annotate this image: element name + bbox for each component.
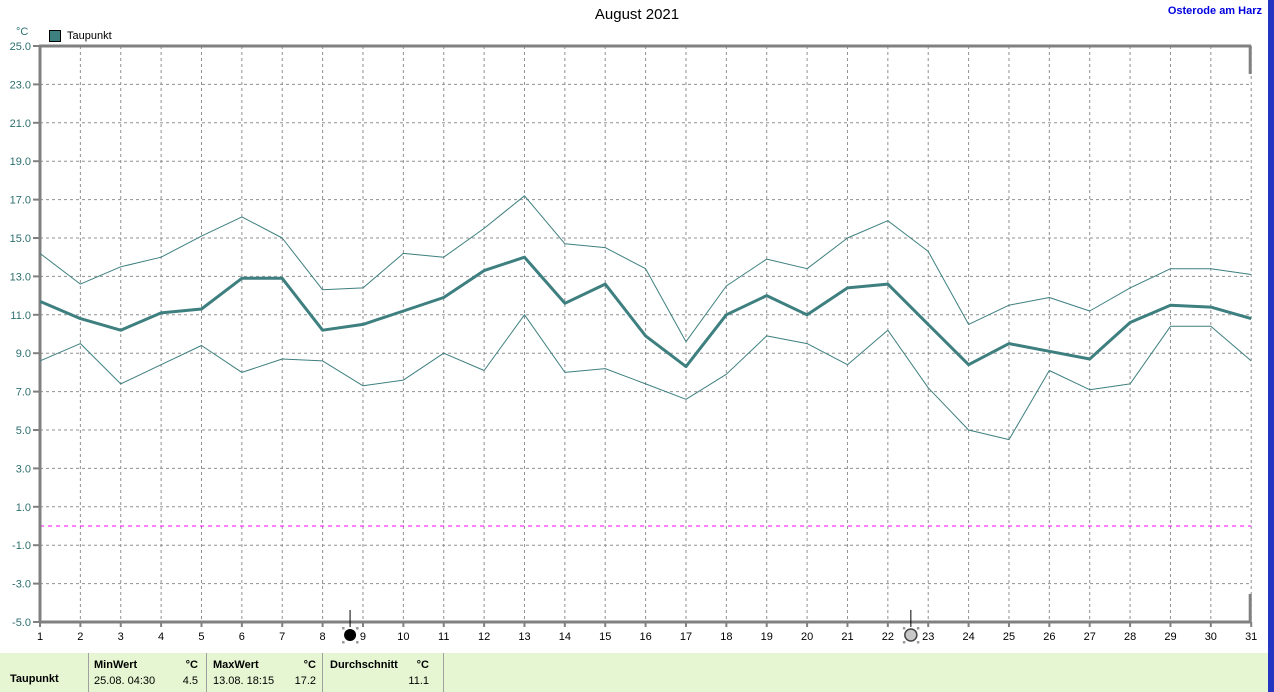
statusbar-minwert-cell: MinWert °C 25.08. 04:30 4.5 xyxy=(94,657,198,689)
x-tick-label: 21 xyxy=(841,631,853,643)
selection-handle xyxy=(916,627,920,630)
y-tick-label: 17.0 xyxy=(10,195,31,207)
new-moon-icon[interactable] xyxy=(344,629,357,641)
selection-handle xyxy=(342,627,345,630)
series-line-max xyxy=(39,195,1252,343)
y-tick-label: 9.0 xyxy=(16,348,31,360)
x-tick-label: 15 xyxy=(599,631,611,643)
statusbar-separator xyxy=(443,653,444,692)
durchschnitt-value: 11.1 xyxy=(408,675,429,687)
x-tick-label: 22 xyxy=(882,631,894,643)
x-tick-label: 5 xyxy=(198,631,204,643)
x-tick-label: 11 xyxy=(438,631,449,643)
maxwert-value: 17.2 xyxy=(294,675,316,687)
y-tick-label: 11.0 xyxy=(10,310,31,322)
dewpoint-chart: 25.023.021.019.017.015.013.011.09.07.05.… xyxy=(10,41,1257,644)
selection-handle xyxy=(902,641,906,644)
x-tick-label: 8 xyxy=(320,631,326,643)
series-line-mean xyxy=(39,255,1252,369)
statusbar-separator xyxy=(322,653,323,692)
maxwert-timestamp: 13.08. 18:15 xyxy=(213,675,275,687)
y-tick-label: -1.0 xyxy=(12,540,31,552)
selection-handle xyxy=(916,641,920,644)
x-tick-label: 10 xyxy=(397,631,409,643)
statusbar-separator xyxy=(88,653,89,692)
x-tick-label: 9 xyxy=(360,631,366,643)
durchschnitt-unit: °C xyxy=(416,659,429,671)
x-tick-label: 6 xyxy=(239,631,245,643)
selection-handle xyxy=(902,627,906,630)
minwert-header: MinWert xyxy=(94,659,138,671)
statusbar-maxwert-cell: MaxWert °C 13.08. 18:15 17.2 xyxy=(213,657,316,689)
maxwert-unit: °C xyxy=(303,659,316,671)
durchschnitt-header: Durchschnitt xyxy=(330,659,398,671)
x-tick-label: 1 xyxy=(37,631,43,643)
statusbar-separator xyxy=(206,653,207,692)
x-tick-label: 3 xyxy=(118,631,124,643)
x-tick-label: 30 xyxy=(1205,631,1217,643)
x-tick-label: 26 xyxy=(1043,631,1055,643)
y-tick-label: 21.0 xyxy=(10,118,31,130)
selection-handle xyxy=(356,627,359,630)
y-tick-label: 25.0 xyxy=(10,41,31,53)
x-tick-label: 18 xyxy=(720,631,732,643)
statusbar: Taupunkt MinWert °C 25.08. 04:30 4.5 Max… xyxy=(0,653,1274,692)
series-line-min xyxy=(39,314,1252,441)
x-tick-label: 19 xyxy=(761,631,773,643)
x-tick-label: 7 xyxy=(279,631,285,643)
x-tick-label: 20 xyxy=(801,631,813,643)
y-tick-label: 19.0 xyxy=(10,156,31,168)
statusbar-series-label: Taupunkt xyxy=(10,673,59,685)
x-tick-label: 4 xyxy=(158,631,164,643)
y-axis-unit-label: °C xyxy=(16,26,29,38)
chart-title: August 2021 xyxy=(594,6,680,23)
x-tick-label: 24 xyxy=(962,631,974,643)
x-tick-label: 13 xyxy=(518,631,530,643)
legend: Taupunkt xyxy=(49,29,112,42)
minwert-unit: °C xyxy=(185,659,198,671)
x-tick-label: 31 xyxy=(1245,631,1257,643)
y-tick-label: 7.0 xyxy=(16,387,31,399)
x-tick-label: 2 xyxy=(77,631,83,643)
x-tick-label: 25 xyxy=(1003,631,1015,643)
window-right-edge xyxy=(1268,0,1274,692)
maxwert-header: MaxWert xyxy=(213,659,259,671)
y-tick-label: 15.0 xyxy=(10,233,31,245)
x-tick-label: 23 xyxy=(922,631,934,643)
y-tick-label: 13.0 xyxy=(10,271,31,283)
y-tick-label: 5.0 xyxy=(16,425,31,437)
x-tick-label: 14 xyxy=(559,631,571,643)
legend-label: Taupunkt xyxy=(67,29,112,42)
y-tick-label: -3.0 xyxy=(12,579,31,591)
x-tick-label: 12 xyxy=(478,631,490,643)
selection-handle xyxy=(342,641,345,644)
station-name: Osterode am Harz xyxy=(1167,5,1262,17)
y-tick-label: 1.0 xyxy=(16,502,31,514)
minwert-value: 4.5 xyxy=(182,675,198,687)
statusbar-durchschnitt-cell: Durchschnitt °C 11.1 xyxy=(330,657,429,689)
x-tick-label: 27 xyxy=(1084,631,1096,643)
selection-handle xyxy=(356,641,359,644)
y-tick-label: 23.0 xyxy=(10,79,31,91)
full-moon-icon[interactable] xyxy=(904,628,918,642)
x-tick-label: 29 xyxy=(1164,631,1176,643)
minwert-timestamp: 25.08. 04:30 xyxy=(94,675,156,687)
y-tick-label: 3.0 xyxy=(16,463,31,475)
y-tick-label: -5.0 xyxy=(12,617,31,629)
x-tick-label: 16 xyxy=(639,631,651,643)
legend-swatch-icon xyxy=(49,29,61,42)
x-tick-label: 17 xyxy=(680,631,692,643)
x-tick-label: 28 xyxy=(1124,631,1136,643)
